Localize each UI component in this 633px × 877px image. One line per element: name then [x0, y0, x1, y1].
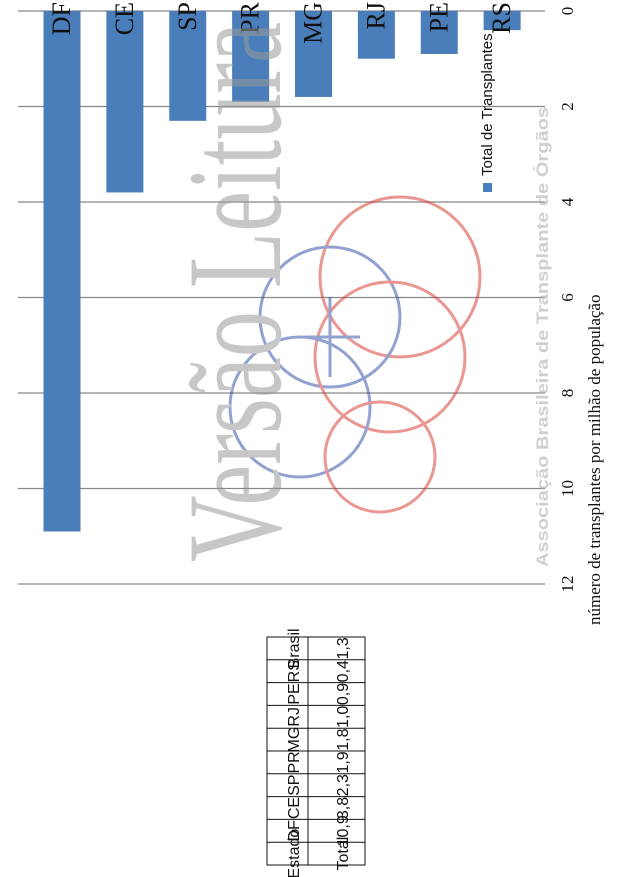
bars: [43, 10, 521, 532]
gridlines: [18, 10, 545, 585]
table-cell-total: 1,8: [335, 728, 352, 750]
table-header: Total: [335, 837, 352, 871]
bar-rj: [357, 11, 395, 59]
y-tick-label: 6: [558, 293, 577, 302]
watermark-logo-ring: [228, 335, 372, 479]
watermark-logo-ring: [258, 245, 402, 389]
bar-pr: [232, 10, 270, 102]
x-tick-label: RJ: [361, 2, 390, 29]
bar-pe: [420, 10, 458, 54]
bar-rs: [483, 10, 521, 31]
legend: Total de Transplantes: [479, 33, 496, 192]
watermark-logo-ring: [318, 195, 482, 359]
table-cell-total: 0,9: [335, 683, 352, 705]
watermark-logo: [228, 195, 482, 514]
x-tick-label: DF: [47, 2, 76, 35]
watermark-text: Versão Leitura: [161, 22, 310, 562]
table-cell-total: 10,9: [335, 815, 352, 846]
y-tick-label: 2: [558, 102, 577, 111]
table-cell-state: PE: [286, 683, 303, 704]
table-cell-state: Brasil: [286, 628, 303, 668]
table-cell-state: PR: [286, 751, 303, 773]
y-tick-label: 12: [558, 576, 577, 593]
table-cell-total: 3,8: [335, 797, 352, 819]
bar-mg: [295, 11, 332, 97]
watermark: Versão Leitura Associação Brasileira de …: [161, 22, 552, 567]
bar-chart: 0 2 4 6 8 10 12 DF CE SP PR MG RJ PE RS número de tra…: [18, 1, 604, 625]
x-tick-label: PR: [236, 1, 265, 33]
legend-swatch: [483, 183, 492, 192]
bar-df: [43, 11, 81, 532]
table-header: Estado: [286, 829, 303, 877]
y-tick-label: 0: [558, 7, 577, 16]
x-tick-label: RS: [487, 2, 516, 34]
table-cell-state: CE: [286, 797, 303, 819]
table-cell-state: RS: [286, 660, 303, 682]
table-cell-total: 0,4: [335, 660, 352, 682]
table-cell-total: 2,3: [335, 774, 352, 796]
x-tick-label: MG: [299, 2, 328, 44]
table-cell-state: DF: [286, 820, 303, 842]
y-axis-label: número de transplantes por milhão de pop…: [585, 295, 604, 625]
y-tick-labels: 0 2 4 6 8 10 12: [558, 7, 577, 593]
table-cell-state: RJ: [286, 707, 303, 727]
bar-sp: [169, 11, 207, 121]
data-table: Estado Total DF 10,9 CE 3,8 SP 2,3 PR 1,9 MG 1,8 RJ 1…: [266, 628, 366, 877]
watermark-logo-ring: [313, 280, 467, 434]
y-tick-label: 10: [558, 480, 577, 497]
legend-label: Total de Transplantes: [479, 33, 496, 176]
x-tick-label: PE: [424, 2, 453, 32]
table-cell-state: MG: [286, 727, 303, 753]
table-cell-state: SP: [286, 775, 303, 796]
table-cell-total: 1,9: [335, 751, 352, 773]
bar-ce: [106, 11, 144, 193]
table-cell-total: 1,0: [335, 706, 352, 728]
watermark-logo-ring: [323, 400, 437, 514]
x-tick-labels: DF CE SP PR MG RJ PE RS: [47, 1, 516, 44]
watermark-org-text: Associação Brasileira de Transplante de …: [533, 107, 552, 567]
y-tick-label: 8: [558, 389, 577, 398]
x-tick-label: SP: [173, 2, 202, 31]
x-tick-label: CE: [110, 2, 139, 35]
y-tick-label: 4: [558, 197, 577, 206]
table-cell-total: 1,3: [335, 637, 352, 659]
